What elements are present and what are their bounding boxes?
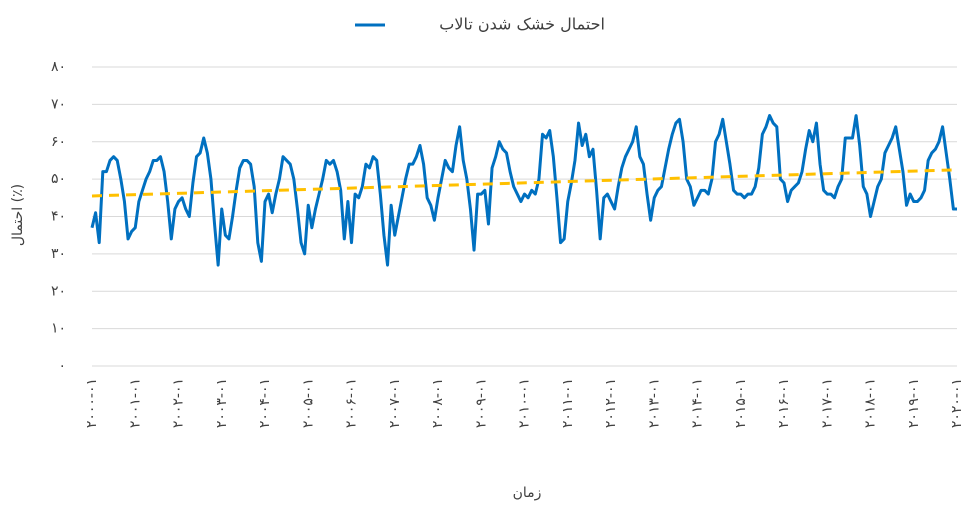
y-tick-label: ۸۰	[51, 59, 66, 75]
data-line	[90, 114, 957, 267]
y-tick-label: ۵۰	[51, 171, 66, 187]
x-tick-label: ۲۰۱۸-۰۱	[863, 378, 879, 428]
x-tick-label: ۲۰۰۷-۰۱	[387, 378, 403, 428]
x-tick-label: ۲۰۱۰-۰۱	[517, 378, 533, 428]
x-tick-label: ۲۰۱۷-۰۱	[819, 378, 835, 428]
x-tick-label: ۲۰۰۹-۰۱	[473, 378, 489, 428]
y-tick-label: ۳۰	[51, 246, 66, 262]
y-tick-label: ۰	[58, 358, 66, 374]
x-tick-label: ۲۰۰۶-۰۱	[344, 378, 360, 428]
trend-line	[91, 168, 958, 198]
y-tick-label: ۱۰	[51, 321, 66, 337]
x-tick-label: ۲۰۱۴-۰۱	[690, 378, 706, 428]
y-tick-label: ۶۰	[51, 134, 66, 150]
y-tick-label: ۲۰	[51, 283, 66, 299]
legend-label: احتمال خشک شدن تالاب	[439, 15, 605, 34]
x-tick-label: ۲۰۲۰-۰۱	[949, 378, 965, 428]
x-tick-label: ۲۰۰۱-۰۱	[127, 378, 143, 428]
x-tick-label: ۲۰۱۱-۰۱	[560, 378, 576, 428]
x-tick-label: ۲۰۰۲-۰۱	[171, 378, 187, 428]
x-tick-label: ۲۰۱۲-۰۱	[603, 378, 619, 428]
x-tick-label: ۲۰۰۰-۰۱	[84, 378, 100, 428]
y-axis-label: احتمال (٪)	[10, 184, 26, 246]
x-axis-label: زمان	[513, 485, 542, 501]
x-tick-label: ۲۰۰۳-۰۱	[214, 378, 230, 428]
x-tick-label: ۲۰۱۹-۰۱	[906, 378, 922, 428]
x-tick-label: ۲۰۰۸-۰۱	[430, 378, 446, 428]
y-tick-label: ۷۰	[51, 96, 66, 112]
x-tick-label: ۲۰۰۵-۰۱	[300, 378, 316, 428]
x-tick-label: ۲۰۱۵-۰۱	[733, 378, 749, 428]
x-tick-label: ۲۰۰۴-۰۱	[257, 378, 273, 428]
y-tick-label: ۴۰	[51, 209, 66, 225]
x-tick-label: ۲۰۱۶-۰۱	[776, 378, 792, 428]
x-tick-label: ۲۰۱۳-۰۱	[646, 378, 662, 428]
